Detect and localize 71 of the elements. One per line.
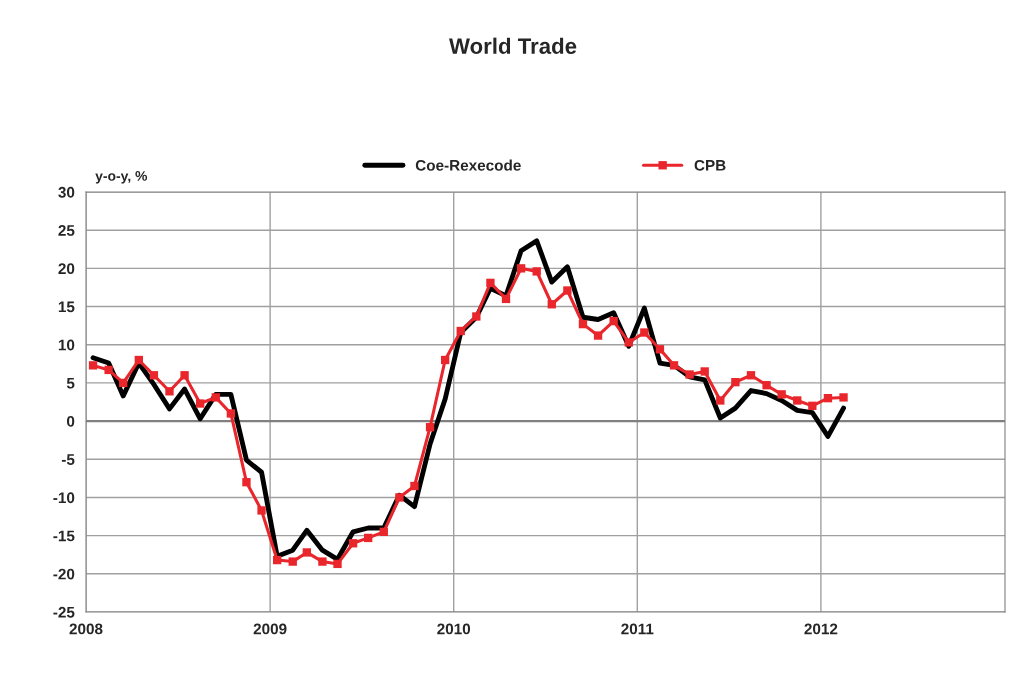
point bbox=[746, 371, 756, 380]
y-tick-label: -15 bbox=[53, 530, 75, 542]
legend-label: CPB bbox=[694, 159, 726, 171]
x-tick-label: 2009 bbox=[253, 623, 287, 635]
y-tick-label: 15 bbox=[58, 301, 75, 313]
legend-label: Coe-Rexecode bbox=[415, 159, 521, 171]
point bbox=[700, 367, 709, 376]
point bbox=[685, 370, 694, 379]
chart-title: World Trade bbox=[449, 37, 577, 54]
point bbox=[777, 390, 786, 399]
point bbox=[180, 371, 189, 380]
point bbox=[716, 396, 725, 405]
point bbox=[609, 316, 618, 326]
point bbox=[578, 319, 588, 329]
point bbox=[288, 557, 297, 566]
point bbox=[516, 264, 526, 273]
y-axis-title: y-o-y, % bbox=[95, 171, 148, 184]
point bbox=[456, 326, 465, 336]
point bbox=[242, 478, 251, 487]
point bbox=[272, 555, 282, 565]
y-tick-label: 25 bbox=[58, 225, 75, 236]
point bbox=[333, 559, 342, 569]
point bbox=[425, 423, 435, 432]
x-tick-label: 2010 bbox=[437, 623, 471, 635]
point bbox=[302, 548, 311, 557]
x-tick-label: 2008 bbox=[69, 623, 103, 635]
y-tick-label: -20 bbox=[53, 568, 75, 580]
point bbox=[395, 493, 404, 502]
point bbox=[823, 394, 833, 403]
point bbox=[211, 393, 220, 402]
point bbox=[486, 278, 495, 288]
point bbox=[472, 312, 481, 321]
point bbox=[257, 506, 266, 515]
point bbox=[226, 409, 236, 418]
y-tick-label: -10 bbox=[53, 492, 75, 504]
y-tick-label: 5 bbox=[66, 377, 75, 389]
point bbox=[808, 401, 817, 410]
point bbox=[593, 331, 603, 340]
point bbox=[134, 355, 143, 365]
point bbox=[501, 294, 511, 304]
point bbox=[410, 481, 419, 491]
point bbox=[640, 328, 649, 337]
point bbox=[196, 399, 205, 408]
point bbox=[440, 355, 450, 365]
y-tick-label: 0 bbox=[67, 415, 75, 427]
y-tick-label: 30 bbox=[58, 186, 75, 198]
point bbox=[563, 286, 572, 295]
point bbox=[165, 387, 174, 396]
point bbox=[532, 267, 541, 276]
point bbox=[669, 361, 679, 370]
point bbox=[348, 539, 358, 548]
point bbox=[88, 361, 98, 370]
point bbox=[318, 557, 327, 566]
point bbox=[655, 345, 665, 354]
point bbox=[379, 527, 388, 536]
point bbox=[762, 381, 771, 390]
x-tick-label: 2011 bbox=[621, 623, 654, 635]
point bbox=[839, 393, 848, 402]
point bbox=[104, 365, 113, 375]
point bbox=[119, 378, 128, 388]
point bbox=[624, 338, 633, 347]
x-tick-label: 2012 bbox=[804, 623, 838, 635]
point bbox=[364, 533, 373, 543]
point bbox=[731, 377, 740, 387]
point bbox=[149, 371, 159, 380]
y-tick-label: 10 bbox=[58, 339, 75, 351]
y-tick-label: -5 bbox=[61, 454, 75, 465]
point bbox=[547, 300, 556, 309]
y-tick-label: -25 bbox=[53, 606, 75, 618]
point bbox=[793, 396, 802, 405]
y-tick-label: 20 bbox=[58, 263, 75, 275]
